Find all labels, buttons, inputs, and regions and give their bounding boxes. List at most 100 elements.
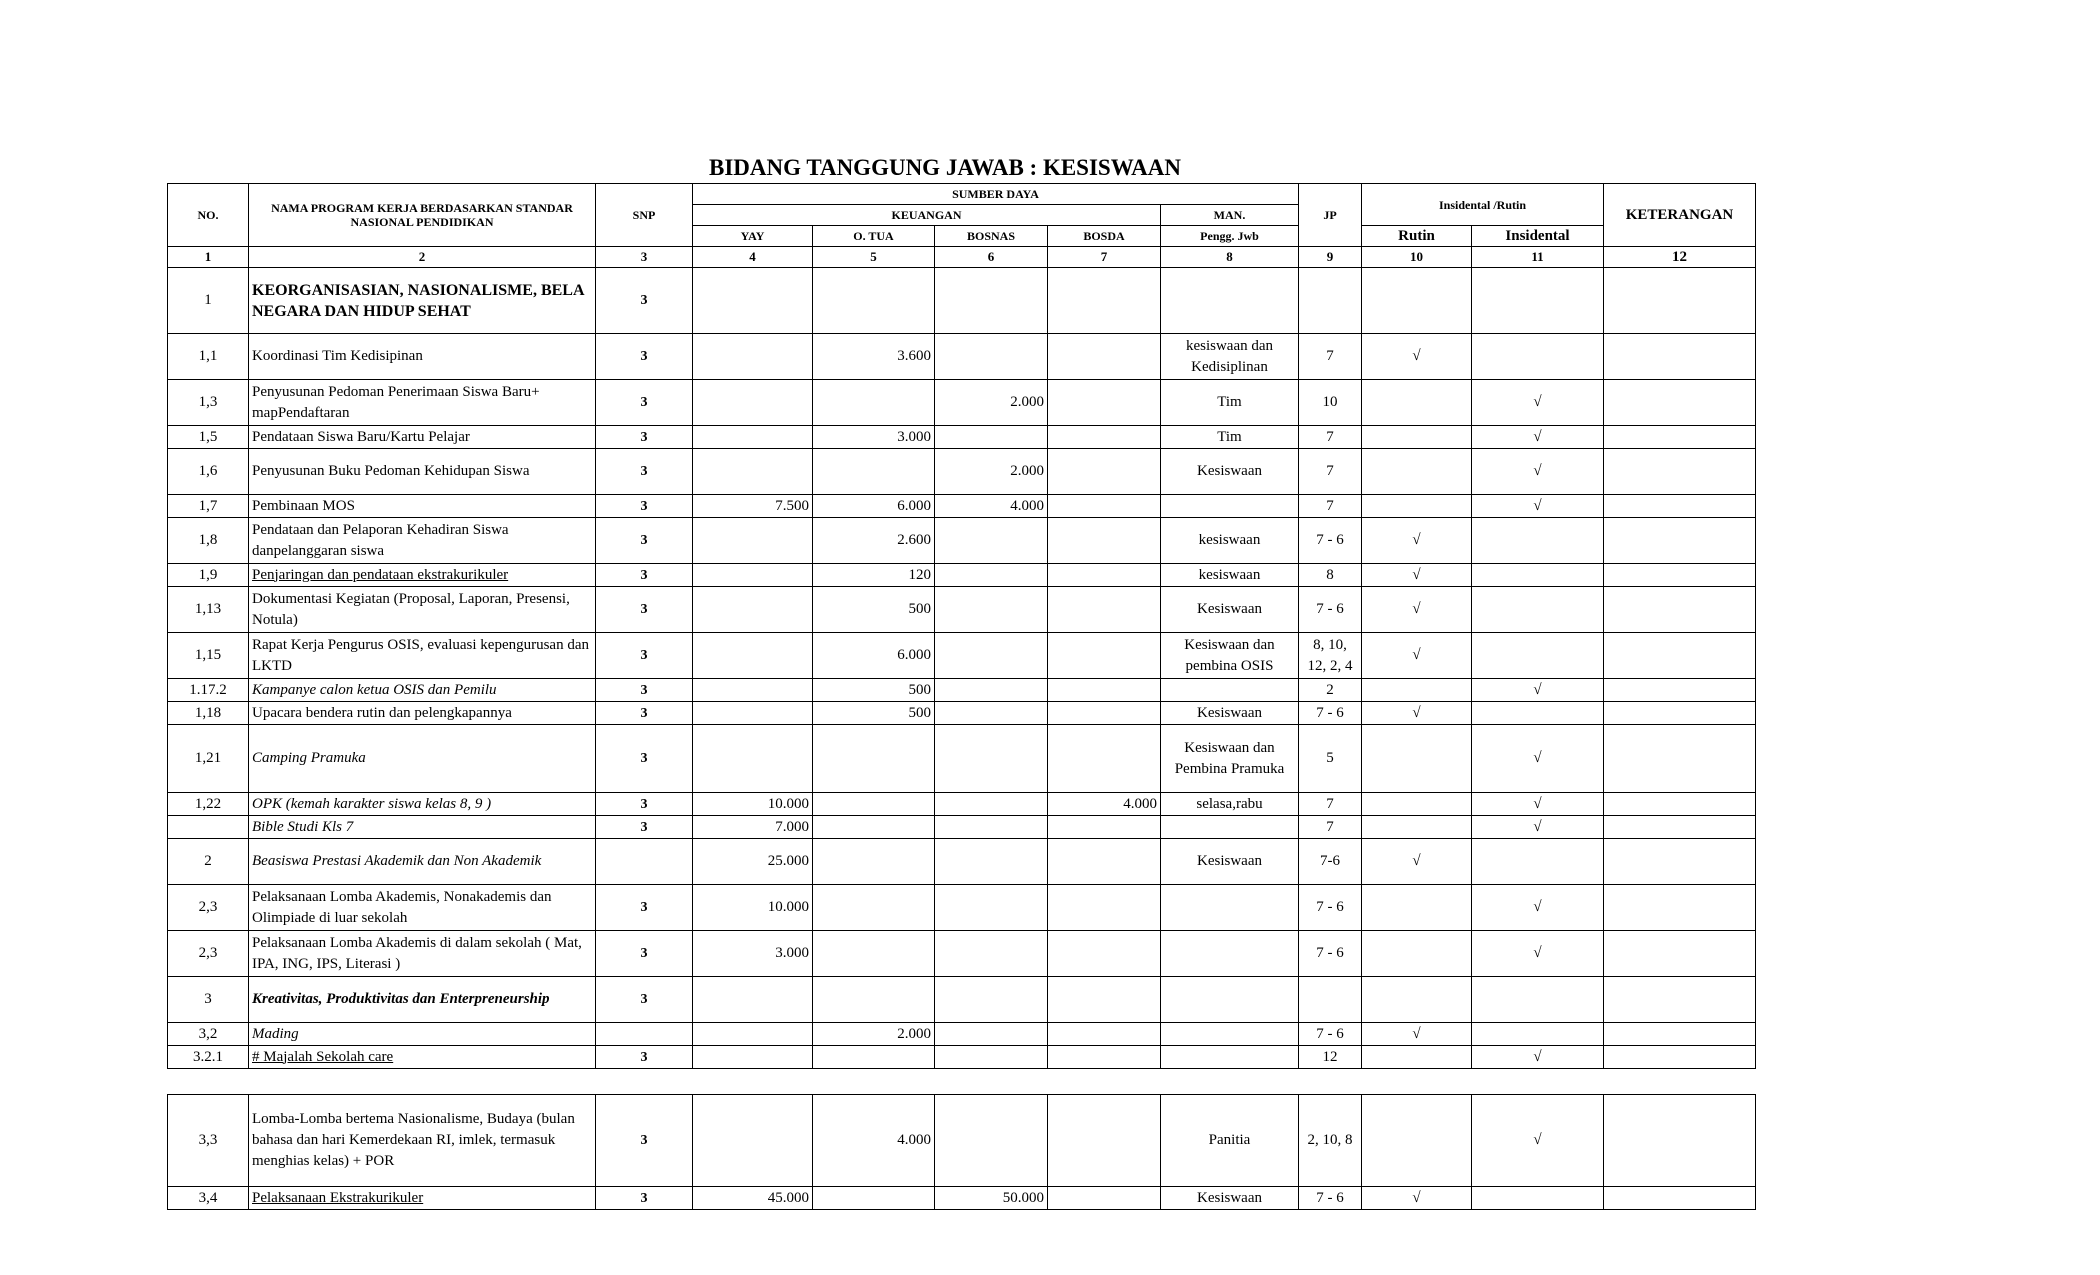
- penanggung-jawab: Kesiswaan: [1160, 448, 1299, 495]
- program-name: Mading: [248, 1022, 596, 1046]
- table-row: 1,22 OPK (kemah karakter siswa kelas 8, 9…: [167, 792, 1756, 816]
- bosda-amount: [1047, 930, 1161, 977]
- penanggung-jawab: Tim: [1160, 379, 1299, 426]
- rutin-check: √: [1361, 1022, 1472, 1046]
- header-yay: YAY: [692, 225, 813, 247]
- column-number: 2: [248, 246, 596, 268]
- penanggung-jawab: Kesiswaan dan Pembina Pramuka: [1160, 724, 1299, 793]
- table-row: 1,6 Penyusunan Buku Pedoman Kehidupan Sis…: [167, 448, 1756, 495]
- yay-amount: 7.000: [692, 815, 813, 839]
- otua-amount: 2.600: [812, 517, 935, 564]
- program-table-continued: 3,3 Lomba-Lomba bertema Nasionalisme, Bud…: [167, 1094, 1756, 1210]
- otua-amount: 3.600: [812, 333, 935, 380]
- bosnas-amount: [934, 586, 1048, 633]
- rutin-check: √: [1361, 563, 1472, 587]
- yay-amount: 10.000: [692, 792, 813, 816]
- table-row: 1,15 Rapat Kerja Pengurus OSIS, evaluasi …: [167, 632, 1756, 679]
- insidental-check: [1471, 976, 1604, 1023]
- row-number: 2,3: [167, 930, 249, 977]
- row-number: 3,2: [167, 1022, 249, 1046]
- jp-value: 5: [1298, 724, 1362, 793]
- header-pengg-jwb: Pengg. Jwb: [1160, 225, 1299, 247]
- yay-amount: [692, 448, 813, 495]
- yay-amount: [692, 632, 813, 679]
- table-row: 1,7 Pembinaan MOS 3 7.500 6.000 4.000 7 √: [167, 494, 1756, 518]
- table-row: 1 KEORGANISASIAN, NASIONALISME, BELA NEGA…: [167, 267, 1756, 334]
- bosda-amount: [1047, 701, 1161, 725]
- bosnas-amount: [934, 815, 1048, 839]
- bosda-amount: [1047, 1022, 1161, 1046]
- jp-value: 10: [1298, 379, 1362, 426]
- otua-amount: [812, 1045, 935, 1069]
- snp-value: 3: [595, 724, 693, 793]
- bosda-amount: [1047, 448, 1161, 495]
- insidental-check: [1471, 586, 1604, 633]
- rutin-check: [1361, 494, 1472, 518]
- bosda-amount: [1047, 494, 1161, 518]
- snp-value: 3: [595, 701, 693, 725]
- keterangan-value: [1603, 333, 1756, 380]
- rutin-check: [1361, 1045, 1472, 1069]
- keterangan-value: [1603, 632, 1756, 679]
- table-row: 1,5 Pendataan Siswa Baru/Kartu Pelajar 3 3.…: [167, 425, 1756, 449]
- penanggung-jawab: [1160, 884, 1299, 931]
- page-title: BIDANG TANGGUNG JAWAB : KESISWAAN: [708, 155, 1181, 180]
- insidental-check: [1471, 701, 1604, 725]
- table-row: 2,3 Pelaksanaan Lomba Akademis, Nonakadem…: [167, 884, 1756, 931]
- header-insidental-rutin: Insidental /Rutin: [1361, 183, 1604, 226]
- insidental-check: √: [1471, 792, 1604, 816]
- program-name: Penjaringan dan pendataan ekstrakurikule…: [248, 563, 596, 587]
- insidental-check: √: [1471, 724, 1604, 793]
- otua-amount: [812, 1186, 935, 1210]
- program-name: Camping Pramuka: [248, 724, 596, 793]
- yay-amount: 45.000: [692, 1186, 813, 1210]
- jp-value: 7 - 6: [1298, 1186, 1362, 1210]
- otua-amount: [812, 884, 935, 931]
- jp-value: 7: [1298, 448, 1362, 495]
- column-number-row: 1 2 3 4 5 6 7 8 9 10 11 12: [167, 246, 1756, 268]
- bosnas-amount: [934, 678, 1048, 702]
- bosda-amount: [1047, 884, 1161, 931]
- row-number: 3,3: [167, 1094, 249, 1187]
- bosnas-amount: [934, 333, 1048, 380]
- row-number: 1: [167, 267, 249, 334]
- row-number: 1.17.2: [167, 678, 249, 702]
- program-name: Kreativitas, Produktivitas dan Enterpren…: [248, 976, 596, 1023]
- jp-value: 12: [1298, 1045, 1362, 1069]
- bosnas-amount: 2.000: [934, 379, 1048, 426]
- bosda-amount: [1047, 632, 1161, 679]
- keterangan-value: [1603, 425, 1756, 449]
- bosda-amount: [1047, 563, 1161, 587]
- bosda-amount: [1047, 976, 1161, 1023]
- program-name: Pelaksanaan Lomba Akademis di dalam seko…: [248, 930, 596, 977]
- row-number: 1,7: [167, 494, 249, 518]
- insidental-check: √: [1471, 494, 1604, 518]
- snp-value: 3: [595, 1186, 693, 1210]
- yay-amount: 7.500: [692, 494, 813, 518]
- bosda-amount: [1047, 1045, 1161, 1069]
- keterangan-value: [1603, 448, 1756, 495]
- keterangan-value: [1603, 838, 1756, 885]
- jp-value: 8: [1298, 563, 1362, 587]
- snp-value: 3: [595, 815, 693, 839]
- penanggung-jawab: [1160, 815, 1299, 839]
- bosnas-amount: [934, 1045, 1048, 1069]
- header-sumber-daya: SUMBER DAYA: [692, 183, 1299, 205]
- keterangan-value: [1603, 267, 1756, 334]
- program-name: Pelaksanaan Lomba Akademis, Nonakademis …: [248, 884, 596, 931]
- rutin-check: √: [1361, 632, 1472, 679]
- otua-amount: 500: [812, 586, 935, 633]
- keterangan-value: [1603, 1186, 1756, 1210]
- otua-amount: 500: [812, 701, 935, 725]
- bosnas-amount: [934, 838, 1048, 885]
- penanggung-jawab: Kesiswaan: [1160, 1186, 1299, 1210]
- table-row: 3,3 Lomba-Lomba bertema Nasionalisme, Bud…: [167, 1094, 1756, 1187]
- penanggung-jawab: Panitia: [1160, 1094, 1299, 1187]
- row-number: 3: [167, 976, 249, 1023]
- penanggung-jawab: Kesiswaan: [1160, 838, 1299, 885]
- bosda-amount: [1047, 678, 1161, 702]
- program-name: Pembinaan MOS: [248, 494, 596, 518]
- table-row: 3 Kreativitas, Produktivitas dan Enterpre…: [167, 976, 1756, 1023]
- bosda-amount: [1047, 815, 1161, 839]
- row-number: 1,5: [167, 425, 249, 449]
